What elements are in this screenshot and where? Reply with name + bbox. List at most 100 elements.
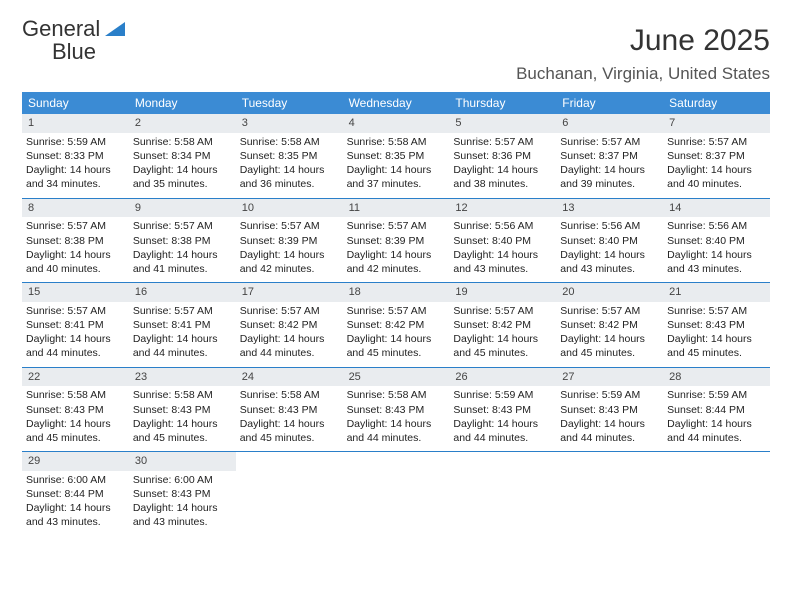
day-number-wrap: 26	[449, 368, 556, 387]
day-number: 29	[28, 455, 40, 467]
calendar-cell: 15Sunrise: 5:57 AMSunset: 8:41 PMDayligh…	[22, 283, 129, 367]
sunrise-line: Sunrise: 5:57 AM	[133, 219, 232, 233]
logo: General Blue	[22, 18, 125, 64]
day-number-wrap: 10	[236, 199, 343, 218]
daylight-line: Daylight: 14 hours and 45 minutes.	[560, 332, 659, 360]
sunrise-line: Sunrise: 5:57 AM	[560, 135, 659, 149]
sunset-line: Sunset: 8:42 PM	[347, 318, 446, 332]
day-number: 12	[455, 202, 467, 214]
daylight-line: Daylight: 14 hours and 45 minutes.	[240, 417, 339, 445]
day-number-wrap: 14	[663, 199, 770, 218]
sunset-line: Sunset: 8:40 PM	[667, 234, 766, 248]
weekday-header: Wednesday	[343, 92, 450, 114]
day-number: 30	[135, 455, 147, 467]
day-number: 16	[135, 286, 147, 298]
day-number-wrap: 11	[343, 199, 450, 218]
sunrise-line: Sunrise: 5:57 AM	[453, 304, 552, 318]
weekday-header-row: SundayMondayTuesdayWednesdayThursdayFrid…	[22, 92, 770, 114]
daylight-line: Daylight: 14 hours and 44 minutes.	[560, 417, 659, 445]
sunset-line: Sunset: 8:38 PM	[26, 234, 125, 248]
weekday-header: Friday	[556, 92, 663, 114]
calendar-cell: 5Sunrise: 5:57 AMSunset: 8:36 PMDaylight…	[449, 114, 556, 198]
daylight-line: Daylight: 14 hours and 42 minutes.	[347, 248, 446, 276]
day-number: 13	[562, 202, 574, 214]
calendar-cell: 22Sunrise: 5:58 AMSunset: 8:43 PMDayligh…	[22, 368, 129, 452]
weekday-header: Tuesday	[236, 92, 343, 114]
calendar-cell: 21Sunrise: 5:57 AMSunset: 8:43 PMDayligh…	[663, 283, 770, 367]
sunset-line: Sunset: 8:43 PM	[347, 403, 446, 417]
day-number: 3	[242, 117, 248, 129]
daylight-line: Daylight: 14 hours and 45 minutes.	[26, 417, 125, 445]
sunset-line: Sunset: 8:43 PM	[667, 318, 766, 332]
logo-triangle-icon	[105, 23, 125, 40]
day-number: 6	[562, 117, 568, 129]
sunrise-line: Sunrise: 5:57 AM	[240, 304, 339, 318]
calendar-cell: 7Sunrise: 5:57 AMSunset: 8:37 PMDaylight…	[663, 114, 770, 198]
day-number-wrap: 17	[236, 283, 343, 302]
calendar-week: 22Sunrise: 5:58 AMSunset: 8:43 PMDayligh…	[22, 368, 770, 453]
day-number: 7	[669, 117, 675, 129]
day-number: 14	[669, 202, 681, 214]
sunset-line: Sunset: 8:33 PM	[26, 149, 125, 163]
daylight-line: Daylight: 14 hours and 44 minutes.	[347, 417, 446, 445]
day-number: 24	[242, 371, 254, 383]
sunset-line: Sunset: 8:36 PM	[453, 149, 552, 163]
sunrise-line: Sunrise: 5:58 AM	[26, 388, 125, 402]
calendar-cell: 30Sunrise: 6:00 AMSunset: 8:43 PMDayligh…	[129, 452, 236, 536]
day-number-wrap: 5	[449, 114, 556, 133]
location-text: Buchanan, Virginia, United States	[516, 64, 770, 84]
sunrise-line: Sunrise: 5:57 AM	[347, 219, 446, 233]
header-right: June 2025 Buchanan, Virginia, United Sta…	[516, 24, 770, 84]
sunrise-line: Sunrise: 5:59 AM	[667, 388, 766, 402]
day-number: 11	[349, 202, 360, 214]
sunrise-line: Sunrise: 6:00 AM	[133, 473, 232, 487]
weekday-header: Monday	[129, 92, 236, 114]
day-number-wrap: 3	[236, 114, 343, 133]
calendar-week: 15Sunrise: 5:57 AMSunset: 8:41 PMDayligh…	[22, 283, 770, 368]
daylight-line: Daylight: 14 hours and 45 minutes.	[667, 332, 766, 360]
daylight-line: Daylight: 14 hours and 40 minutes.	[667, 163, 766, 191]
day-number: 5	[455, 117, 461, 129]
daylight-line: Daylight: 14 hours and 44 minutes.	[26, 332, 125, 360]
daylight-line: Daylight: 14 hours and 45 minutes.	[133, 417, 232, 445]
sunrise-line: Sunrise: 5:56 AM	[667, 219, 766, 233]
sunrise-line: Sunrise: 5:58 AM	[133, 388, 232, 402]
sunrise-line: Sunrise: 5:57 AM	[560, 304, 659, 318]
sunset-line: Sunset: 8:42 PM	[240, 318, 339, 332]
calendar-cell: 25Sunrise: 5:58 AMSunset: 8:43 PMDayligh…	[343, 368, 450, 452]
calendar-week: 1Sunrise: 5:59 AMSunset: 8:33 PMDaylight…	[22, 114, 770, 199]
sunset-line: Sunset: 8:37 PM	[560, 149, 659, 163]
day-number: 1	[28, 117, 34, 129]
sunset-line: Sunset: 8:40 PM	[560, 234, 659, 248]
weekday-header: Saturday	[663, 92, 770, 114]
day-number-wrap: 13	[556, 199, 663, 218]
calendar-cell	[556, 452, 663, 536]
day-number-wrap: 30	[129, 452, 236, 471]
day-number-wrap: 16	[129, 283, 236, 302]
day-number-wrap: 21	[663, 283, 770, 302]
day-number: 4	[349, 117, 355, 129]
daylight-line: Daylight: 14 hours and 43 minutes.	[26, 501, 125, 529]
sunset-line: Sunset: 8:43 PM	[560, 403, 659, 417]
day-number: 27	[562, 371, 574, 383]
day-number: 20	[562, 286, 574, 298]
calendar-cell: 20Sunrise: 5:57 AMSunset: 8:42 PMDayligh…	[556, 283, 663, 367]
day-number: 21	[669, 286, 681, 298]
day-number-wrap: 19	[449, 283, 556, 302]
sunrise-line: Sunrise: 5:57 AM	[347, 304, 446, 318]
sunset-line: Sunset: 8:38 PM	[133, 234, 232, 248]
calendar-cell: 26Sunrise: 5:59 AMSunset: 8:43 PMDayligh…	[449, 368, 556, 452]
sunset-line: Sunset: 8:43 PM	[133, 403, 232, 417]
daylight-line: Daylight: 14 hours and 44 minutes.	[240, 332, 339, 360]
day-number: 22	[28, 371, 40, 383]
sunset-line: Sunset: 8:40 PM	[453, 234, 552, 248]
day-number: 28	[669, 371, 681, 383]
daylight-line: Daylight: 14 hours and 35 minutes.	[133, 163, 232, 191]
sunrise-line: Sunrise: 5:57 AM	[133, 304, 232, 318]
calendar-cell: 12Sunrise: 5:56 AMSunset: 8:40 PMDayligh…	[449, 199, 556, 283]
sunrise-line: Sunrise: 5:57 AM	[26, 219, 125, 233]
day-number: 19	[455, 286, 467, 298]
sunrise-line: Sunrise: 5:57 AM	[240, 219, 339, 233]
day-number-wrap: 18	[343, 283, 450, 302]
calendar-cell: 8Sunrise: 5:57 AMSunset: 8:38 PMDaylight…	[22, 199, 129, 283]
